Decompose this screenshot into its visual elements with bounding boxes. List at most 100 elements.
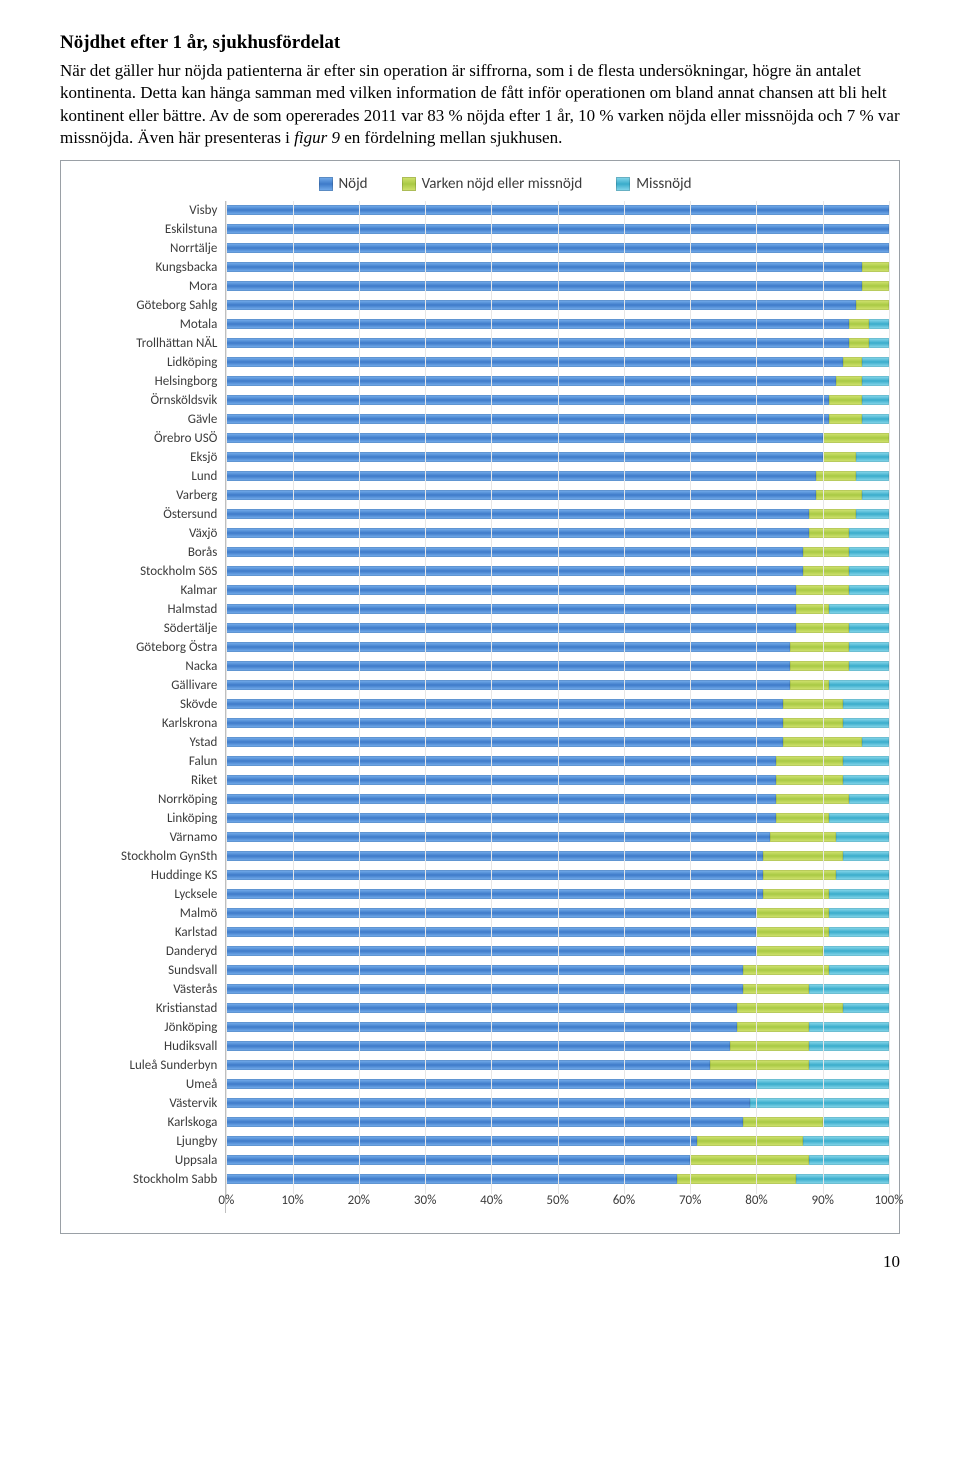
bar-segment xyxy=(829,889,889,899)
bar-segment xyxy=(226,300,856,310)
legend-item: Varken nöjd eller missnöjd xyxy=(402,175,583,193)
gridline xyxy=(756,201,757,1194)
gridline xyxy=(690,201,691,1194)
bar-segment xyxy=(737,1003,843,1013)
bar-segment xyxy=(730,1041,810,1051)
y-tick-label: Göteborg Sahlg xyxy=(121,296,217,315)
y-tick-label: Umeå xyxy=(121,1075,217,1094)
bar-segment xyxy=(809,1022,889,1032)
bar-segment xyxy=(849,528,889,538)
legend-item: Missnöjd xyxy=(616,175,691,193)
bar-segment xyxy=(226,433,822,443)
y-tick-label: Motala xyxy=(121,315,217,334)
y-tick-label: Kalmar xyxy=(121,581,217,600)
y-tick-label: Örnsköldsvik xyxy=(121,391,217,410)
bar-segment xyxy=(843,1003,889,1013)
bar-segment xyxy=(226,604,796,614)
bar-segment xyxy=(226,889,763,899)
bar-segment xyxy=(849,547,889,557)
gridline xyxy=(425,201,426,1194)
bar-segment xyxy=(809,1041,889,1051)
bar-segment xyxy=(843,357,863,367)
gridline xyxy=(226,201,227,1194)
y-tick-label: Borås xyxy=(121,543,217,562)
bar-segment xyxy=(677,1174,796,1184)
para-text-2: en fördelning mellan sjukhusen. xyxy=(340,128,562,147)
bar-segment xyxy=(862,281,889,291)
y-tick-label: Jönköping xyxy=(121,1018,217,1037)
bar-segment xyxy=(226,1117,743,1127)
bar-segment xyxy=(226,509,809,519)
para-italic: figur 9 xyxy=(294,128,340,147)
bar-segment xyxy=(226,813,776,823)
bar-segment xyxy=(226,490,816,500)
y-tick-label: Östersund xyxy=(121,505,217,524)
legend-label: Nöjd xyxy=(339,175,368,193)
y-tick-label: Norrtälje xyxy=(121,239,217,258)
x-tick-label: 60% xyxy=(613,1193,635,1208)
bar-segment xyxy=(809,984,889,994)
bar-segment xyxy=(226,471,816,481)
y-tick-label: Karlskoga xyxy=(121,1113,217,1132)
y-tick-label: Danderyd xyxy=(121,942,217,961)
y-tick-label: Ystad xyxy=(121,733,217,752)
x-tick-label: 10% xyxy=(281,1193,303,1208)
bar-segment xyxy=(843,699,889,709)
bar-segment xyxy=(849,566,889,576)
x-axis: 0%10%20%30%40%50%60%70%80%90%100% xyxy=(226,1189,889,1213)
y-tick-label: Västervik xyxy=(121,1094,217,1113)
bar-segment xyxy=(843,851,889,861)
bar-segment xyxy=(869,319,889,329)
bar-segment xyxy=(226,794,776,804)
x-tick-label: 90% xyxy=(811,1193,833,1208)
bar-segment xyxy=(843,718,889,728)
legend-item: Nöjd xyxy=(319,175,368,193)
y-tick-label: Riket xyxy=(121,771,217,790)
gridline xyxy=(558,201,559,1194)
bar-segment xyxy=(796,604,829,614)
bar-segment xyxy=(823,433,889,443)
y-tick-label: Lund xyxy=(121,467,217,486)
y-tick-label: Mora xyxy=(121,277,217,296)
y-tick-label: Karlskrona xyxy=(121,714,217,733)
legend-label: Missnöjd xyxy=(636,175,691,193)
bar-segment xyxy=(803,566,849,576)
bar-segment xyxy=(226,452,822,462)
y-tick-label: Visby xyxy=(121,201,217,220)
bar-segment xyxy=(226,1041,730,1051)
bar-segment xyxy=(226,642,789,652)
bar-segment xyxy=(783,699,843,709)
bar-segment xyxy=(226,1003,736,1013)
bar-segment xyxy=(226,699,783,709)
bar-segment xyxy=(862,737,889,747)
bar-segment xyxy=(823,452,856,462)
bar-segment xyxy=(796,1174,889,1184)
bar-segment xyxy=(226,1136,696,1146)
chart-frame: Nöjd Varken nöjd eller missnöjd Missnöjd V… xyxy=(60,160,900,1234)
bar-segment xyxy=(226,376,836,386)
bar-segment xyxy=(862,357,889,367)
bar-segment xyxy=(226,870,763,880)
bar-segment xyxy=(862,395,889,405)
intro-paragraph: När det gäller hur nöjda patienterna är … xyxy=(60,60,900,150)
y-tick-label: Växjö xyxy=(121,524,217,543)
bar-segment xyxy=(829,395,862,405)
bar-segment xyxy=(809,1060,889,1070)
gridline xyxy=(624,201,625,1194)
y-tick-label: Nacka xyxy=(121,657,217,676)
gridline xyxy=(359,201,360,1194)
bar-segment xyxy=(226,832,769,842)
bar-segment xyxy=(856,452,889,462)
bar-segment xyxy=(226,851,763,861)
bar-segment xyxy=(790,642,850,652)
y-tick-label: Ljungby xyxy=(121,1132,217,1151)
bar-segment xyxy=(862,262,889,272)
bar-segment xyxy=(226,1098,749,1108)
y-tick-label: Halmstad xyxy=(121,600,217,619)
y-tick-label: Gällivare xyxy=(121,676,217,695)
y-tick-label: Hudiksvall xyxy=(121,1037,217,1056)
y-tick-label: Stockholm Sabb xyxy=(121,1170,217,1189)
gridline xyxy=(293,201,294,1194)
bar-segment xyxy=(862,490,889,500)
chart-legend: Nöjd Varken nöjd eller missnöjd Missnöjd xyxy=(121,175,889,193)
